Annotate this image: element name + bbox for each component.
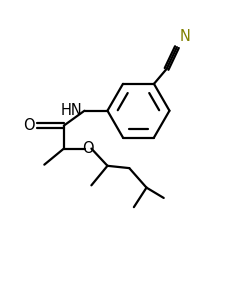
Text: O: O [82,141,94,156]
Text: HN: HN [61,103,83,118]
Text: O: O [23,118,35,133]
Text: N: N [179,29,190,44]
